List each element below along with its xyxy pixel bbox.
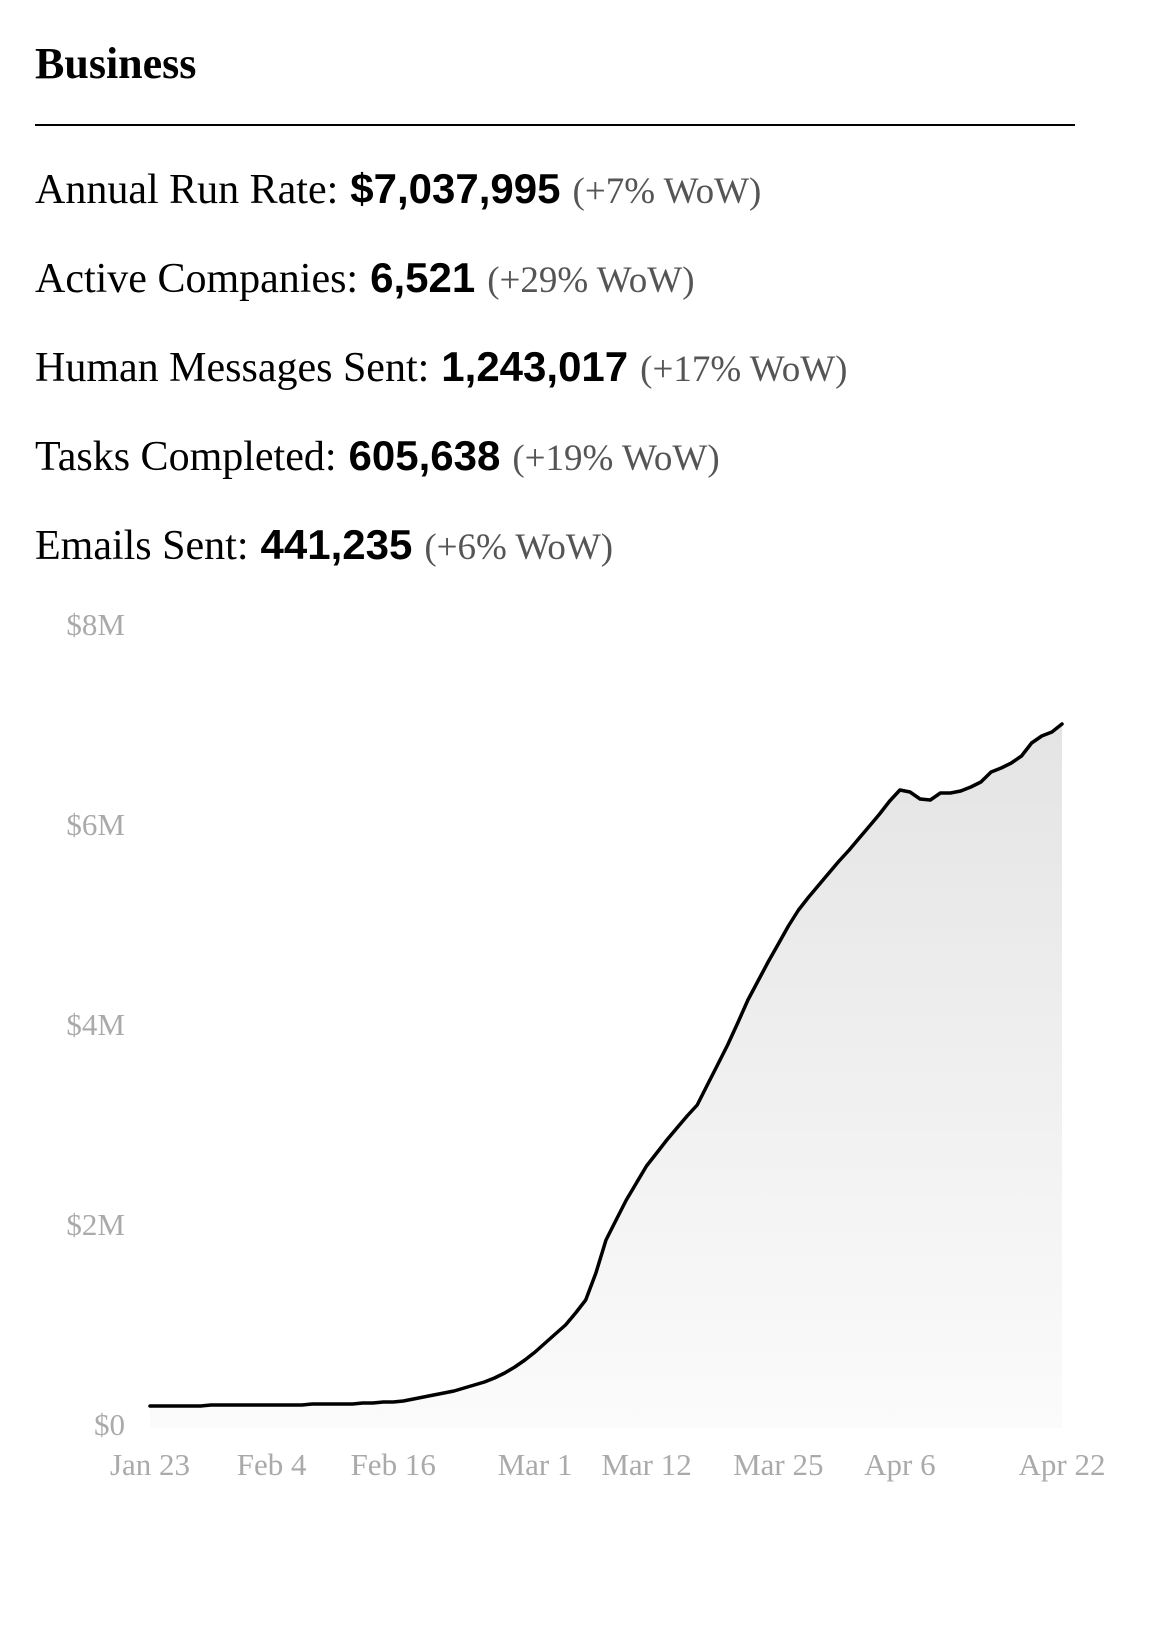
divider [35,124,1075,126]
y-tick-label: $8M [66,607,125,642]
stat-value: 1,243,017 [441,343,629,390]
stat-label: Annual Run Rate: [35,167,339,213]
stat-value: 6,521 [370,254,476,301]
stat-row: Tasks Completed: 605,638 (+19% WoW) [35,432,847,521]
stat-value: 605,638 [348,432,501,479]
y-tick-label: $6M [66,807,125,842]
x-tick-label: Jan 23 [110,1447,190,1482]
x-tick-label: Apr 22 [1019,1447,1106,1482]
stat-label: Human Messages Sent: [35,345,430,391]
x-tick-label: Mar 1 [498,1447,573,1482]
x-tick-label: Mar 12 [601,1447,691,1482]
stat-row: Human Messages Sent: 1,243,017 (+17% WoW) [35,343,847,432]
stat-change: (+6% WoW) [424,527,614,568]
line [148,722,1064,1408]
x-tick-label: Mar 25 [733,1447,823,1482]
area-fill [150,724,1062,1428]
x-tick-label: Apr 6 [864,1447,935,1482]
stat-change: (+29% WoW) [487,260,695,301]
section-title: Business [35,39,197,88]
stat-label: Tasks Completed: [35,434,337,480]
y-tick-label: $4M [66,1007,125,1042]
x-tick-label: Feb 16 [351,1447,436,1482]
stat-row: Emails Sent: 441,235 (+6% WoW) [35,521,847,610]
stat-row: Annual Run Rate: $7,037,995 (+7% WoW) [35,165,847,254]
stats-list: Annual Run Rate: $7,037,995 (+7% WoW) Activ… [35,165,847,610]
stat-value: $7,037,995 [350,165,561,212]
stat-label: Active Companies: [35,256,359,302]
stat-change: (+7% WoW) [572,171,762,212]
stat-change: (+19% WoW) [512,438,720,479]
stat-row: Active Companies: 6,521 (+29% WoW) [35,254,847,343]
y-tick-label: $2M [66,1207,125,1242]
y-tick-label: $0 [94,1407,125,1442]
stat-value: 441,235 [260,521,413,568]
stat-label: Emails Sent: [35,523,249,569]
x-tick-label: Feb 4 [237,1447,307,1482]
stat-change: (+17% WoW) [640,349,848,390]
